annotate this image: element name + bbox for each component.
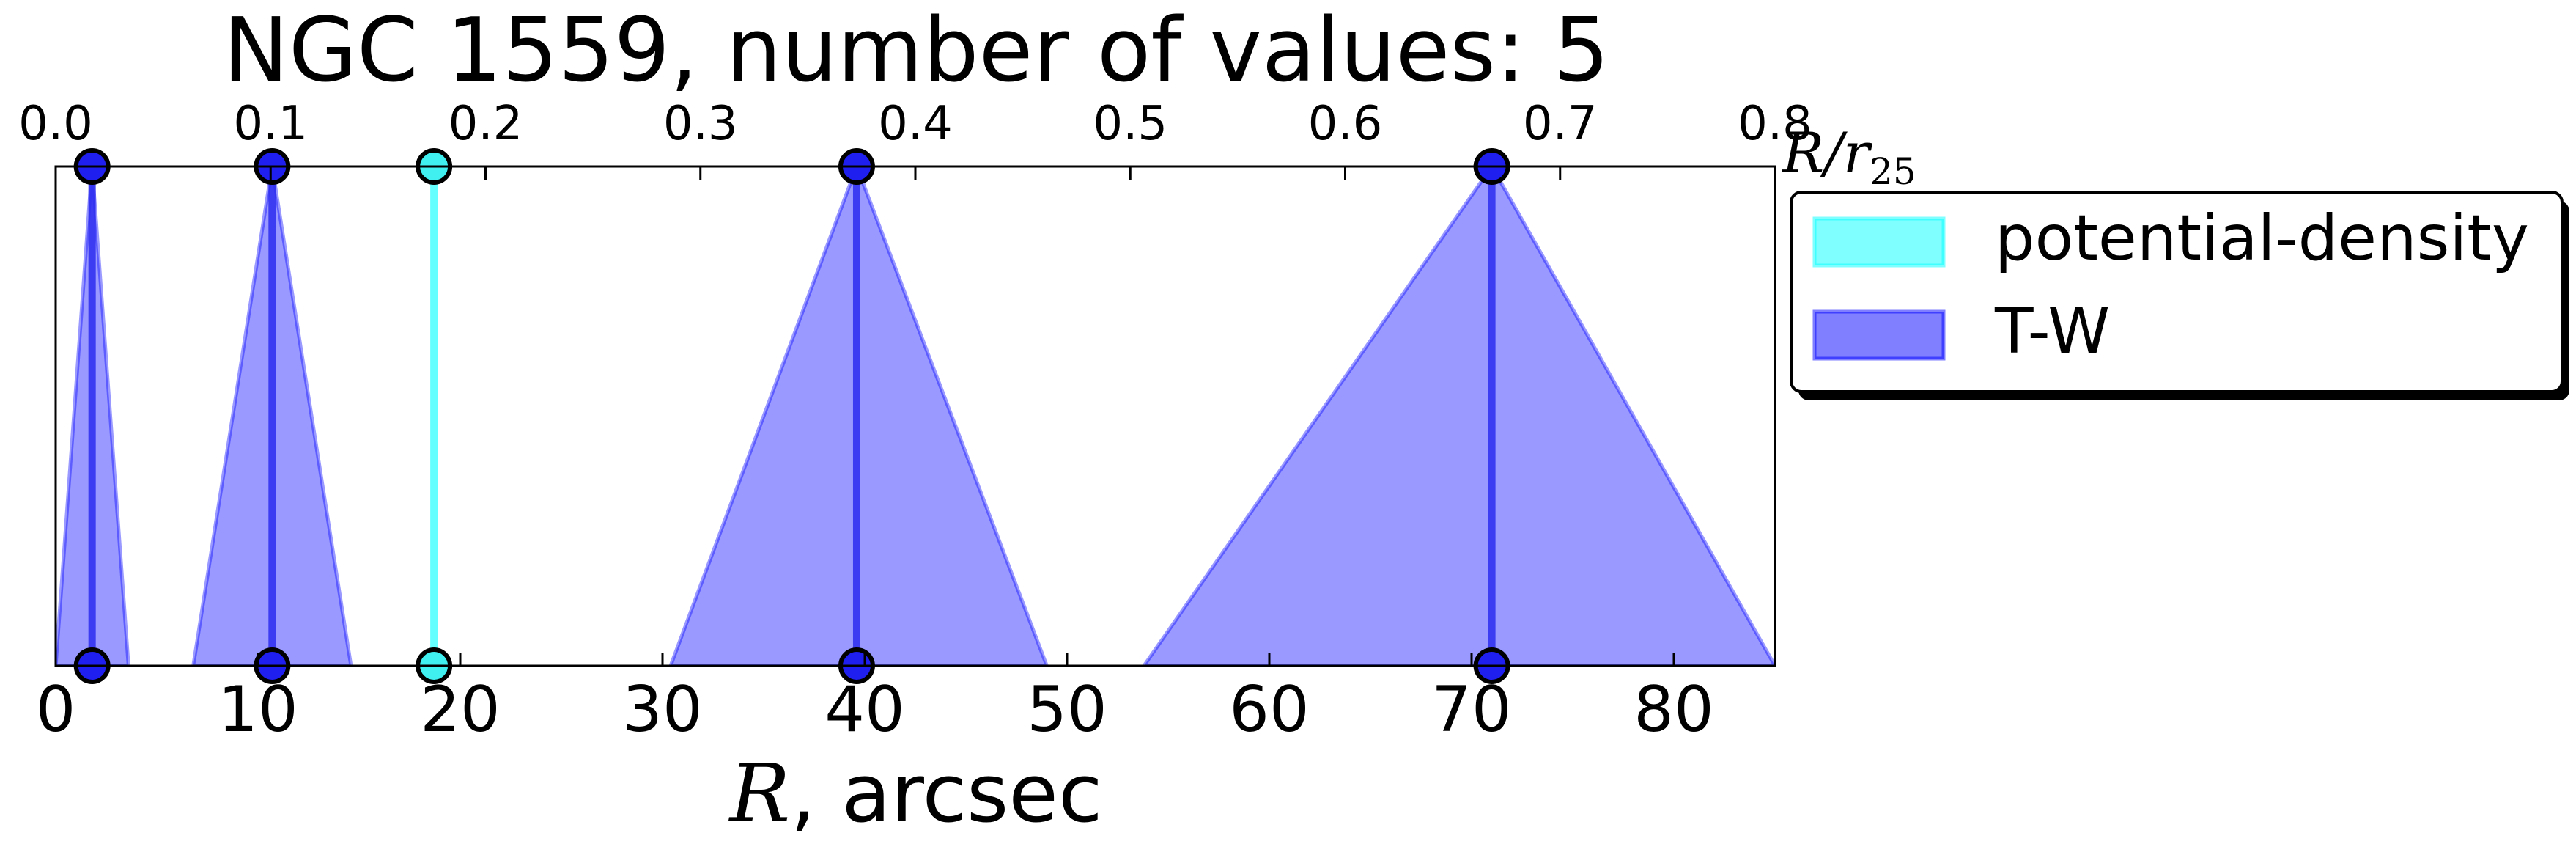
chart-title: NGC 1559, number of values: 5 xyxy=(223,0,1609,102)
x-axis-label-symbol: R xyxy=(728,746,791,840)
legend-box xyxy=(1790,191,2564,393)
legend-entry-tw: T-W xyxy=(1812,295,2110,368)
legend-label: potential-density xyxy=(1995,202,2529,275)
bottom-x-tick-label: 80 xyxy=(1634,673,1713,746)
top-x-axis: 0.0 0.1 0.2 0.3 0.4 0.5 0.6 0.7 0.8 xyxy=(18,97,1812,180)
triangle-regions xyxy=(56,166,1775,666)
x-axis-label: R, arcsec xyxy=(728,746,1103,840)
bottom-x-axis: 0 10 20 30 40 50 60 70 80 xyxy=(36,653,1714,746)
top-x-tick-label: 0.5 xyxy=(1093,97,1167,151)
bottom-x-tick-label: 30 xyxy=(622,673,702,746)
bottom-x-tick-label: 10 xyxy=(218,673,298,746)
legend: potential-density T-W xyxy=(1790,191,2569,400)
bottom-x-tick-label: 70 xyxy=(1431,673,1511,746)
top-x-tick-label: 0.8 xyxy=(1738,97,1812,151)
vertical-lines xyxy=(88,166,1496,666)
bottom-x-tick-label: 40 xyxy=(824,673,904,746)
bottom-x-tick-label: 50 xyxy=(1027,673,1107,746)
top-axis-label-main: R/r xyxy=(1781,120,1873,186)
top-x-tick-label: 0.6 xyxy=(1308,97,1383,151)
legend-swatch xyxy=(1812,216,1946,268)
legend-entry-potential-density: potential-density xyxy=(1812,202,2529,275)
bottom-x-tick-label: 20 xyxy=(420,673,500,746)
bottom-x-tick-label: 60 xyxy=(1229,673,1309,746)
top-x-tick-label: 0.7 xyxy=(1523,97,1598,151)
legend-label: T-W xyxy=(1994,295,2110,368)
top-axis-label-sub: 25 xyxy=(1870,150,1916,193)
top-x-tick-label: 0.1 xyxy=(233,97,308,151)
bottom-x-tick-label: 0 xyxy=(36,673,76,746)
top-x-tick-label: 0.2 xyxy=(449,97,523,151)
top-axis-label: R/r25 xyxy=(1781,120,1916,193)
x-axis-label-unit: , arcsec xyxy=(790,746,1102,840)
top-x-tick-label: 0.3 xyxy=(663,97,738,151)
plot-area xyxy=(54,148,1776,684)
legend-swatch xyxy=(1812,309,1946,361)
tw-uncertainty-region xyxy=(1142,166,1775,666)
top-x-tick-label: 0.0 xyxy=(18,97,93,151)
top-x-tick-label: 0.4 xyxy=(878,97,953,151)
